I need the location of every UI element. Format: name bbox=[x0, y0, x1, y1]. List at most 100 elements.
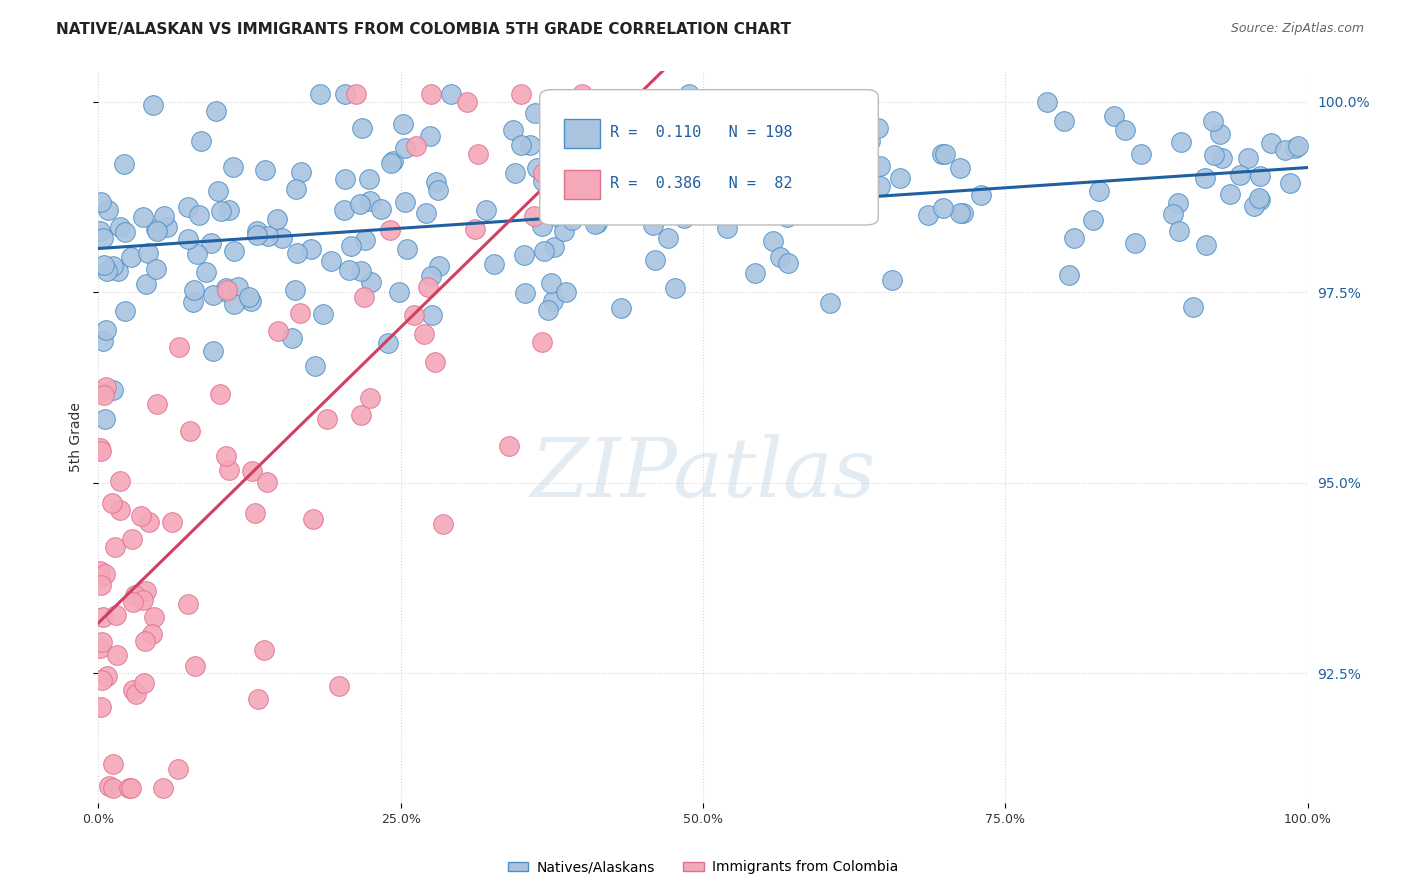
Point bbox=[267, 324, 290, 338]
Point bbox=[952, 206, 974, 220]
Point bbox=[271, 231, 294, 245]
Point bbox=[120, 780, 142, 795]
Point bbox=[419, 269, 441, 284]
Point bbox=[156, 219, 179, 234]
Point bbox=[818, 295, 841, 310]
Point bbox=[554, 285, 576, 299]
Point bbox=[858, 175, 880, 189]
FancyBboxPatch shape bbox=[540, 89, 879, 225]
Point bbox=[176, 200, 198, 214]
Point bbox=[89, 640, 111, 655]
Point bbox=[377, 336, 399, 351]
Point bbox=[370, 202, 392, 216]
Point bbox=[502, 122, 524, 136]
Point bbox=[934, 146, 956, 161]
Point bbox=[284, 283, 307, 297]
Point bbox=[440, 87, 463, 102]
Point bbox=[415, 206, 437, 220]
Point bbox=[427, 183, 450, 197]
Point bbox=[97, 202, 120, 217]
Point bbox=[467, 146, 489, 161]
Point bbox=[360, 275, 382, 289]
Point bbox=[1194, 171, 1216, 186]
Point bbox=[1167, 196, 1189, 211]
Point bbox=[94, 323, 117, 337]
Point bbox=[526, 161, 548, 175]
Point bbox=[105, 648, 128, 662]
Point bbox=[344, 87, 367, 102]
Point bbox=[531, 219, 554, 233]
Point bbox=[132, 210, 155, 224]
Point bbox=[91, 673, 114, 687]
Point bbox=[108, 475, 131, 489]
Point bbox=[1243, 199, 1265, 213]
Point bbox=[135, 277, 157, 291]
Point bbox=[889, 170, 911, 185]
Point bbox=[108, 219, 131, 234]
Point bbox=[337, 263, 360, 277]
Point bbox=[118, 780, 141, 795]
Point bbox=[142, 98, 165, 112]
Point bbox=[214, 449, 236, 463]
Point bbox=[932, 201, 955, 215]
Point bbox=[543, 293, 565, 308]
Point bbox=[917, 208, 939, 222]
Point bbox=[266, 211, 288, 226]
Point bbox=[354, 233, 377, 247]
Point bbox=[949, 206, 972, 220]
Point bbox=[181, 295, 204, 310]
Point bbox=[256, 475, 278, 489]
Point bbox=[136, 246, 159, 260]
Point bbox=[782, 198, 804, 212]
Point bbox=[315, 411, 337, 425]
Point bbox=[96, 668, 118, 682]
Point bbox=[177, 597, 200, 611]
Point bbox=[644, 253, 666, 268]
Point bbox=[776, 210, 799, 224]
Point bbox=[350, 408, 373, 422]
Point bbox=[583, 217, 606, 231]
Point bbox=[1201, 114, 1223, 128]
Point bbox=[103, 259, 125, 273]
Point bbox=[482, 257, 505, 271]
Point bbox=[167, 340, 190, 354]
Point bbox=[146, 224, 169, 238]
Point bbox=[571, 87, 593, 102]
Point bbox=[312, 307, 335, 321]
Point bbox=[533, 244, 555, 259]
Point bbox=[859, 134, 882, 148]
Point bbox=[253, 642, 276, 657]
Point bbox=[209, 204, 232, 219]
Point bbox=[218, 202, 240, 217]
Point bbox=[121, 683, 143, 698]
Point bbox=[218, 462, 240, 476]
Point bbox=[509, 87, 531, 102]
Point bbox=[769, 250, 792, 264]
Point bbox=[678, 87, 700, 102]
Point bbox=[844, 153, 866, 168]
Point bbox=[1249, 169, 1271, 184]
Point bbox=[94, 566, 117, 581]
Point bbox=[359, 194, 381, 208]
Point bbox=[1088, 184, 1111, 198]
Point bbox=[456, 95, 478, 110]
Point bbox=[1274, 143, 1296, 157]
Point bbox=[353, 290, 375, 304]
Point bbox=[425, 175, 447, 189]
Y-axis label: 5th Grade: 5th Grade bbox=[69, 402, 83, 472]
Point bbox=[523, 209, 546, 223]
Point bbox=[391, 117, 413, 131]
Point bbox=[145, 261, 167, 276]
Point bbox=[416, 280, 439, 294]
Point bbox=[215, 285, 238, 300]
Point bbox=[201, 344, 224, 359]
Point bbox=[121, 532, 143, 546]
Point bbox=[207, 184, 229, 198]
Text: NATIVE/ALASKAN VS IMMIGRANTS FROM COLOMBIA 5TH GRADE CORRELATION CHART: NATIVE/ALASKAN VS IMMIGRANTS FROM COLOMB… bbox=[56, 22, 792, 37]
Point bbox=[475, 203, 498, 218]
Point bbox=[690, 199, 713, 213]
Point bbox=[427, 260, 450, 274]
Point bbox=[91, 635, 114, 649]
Point bbox=[304, 359, 326, 373]
Point bbox=[179, 424, 201, 438]
